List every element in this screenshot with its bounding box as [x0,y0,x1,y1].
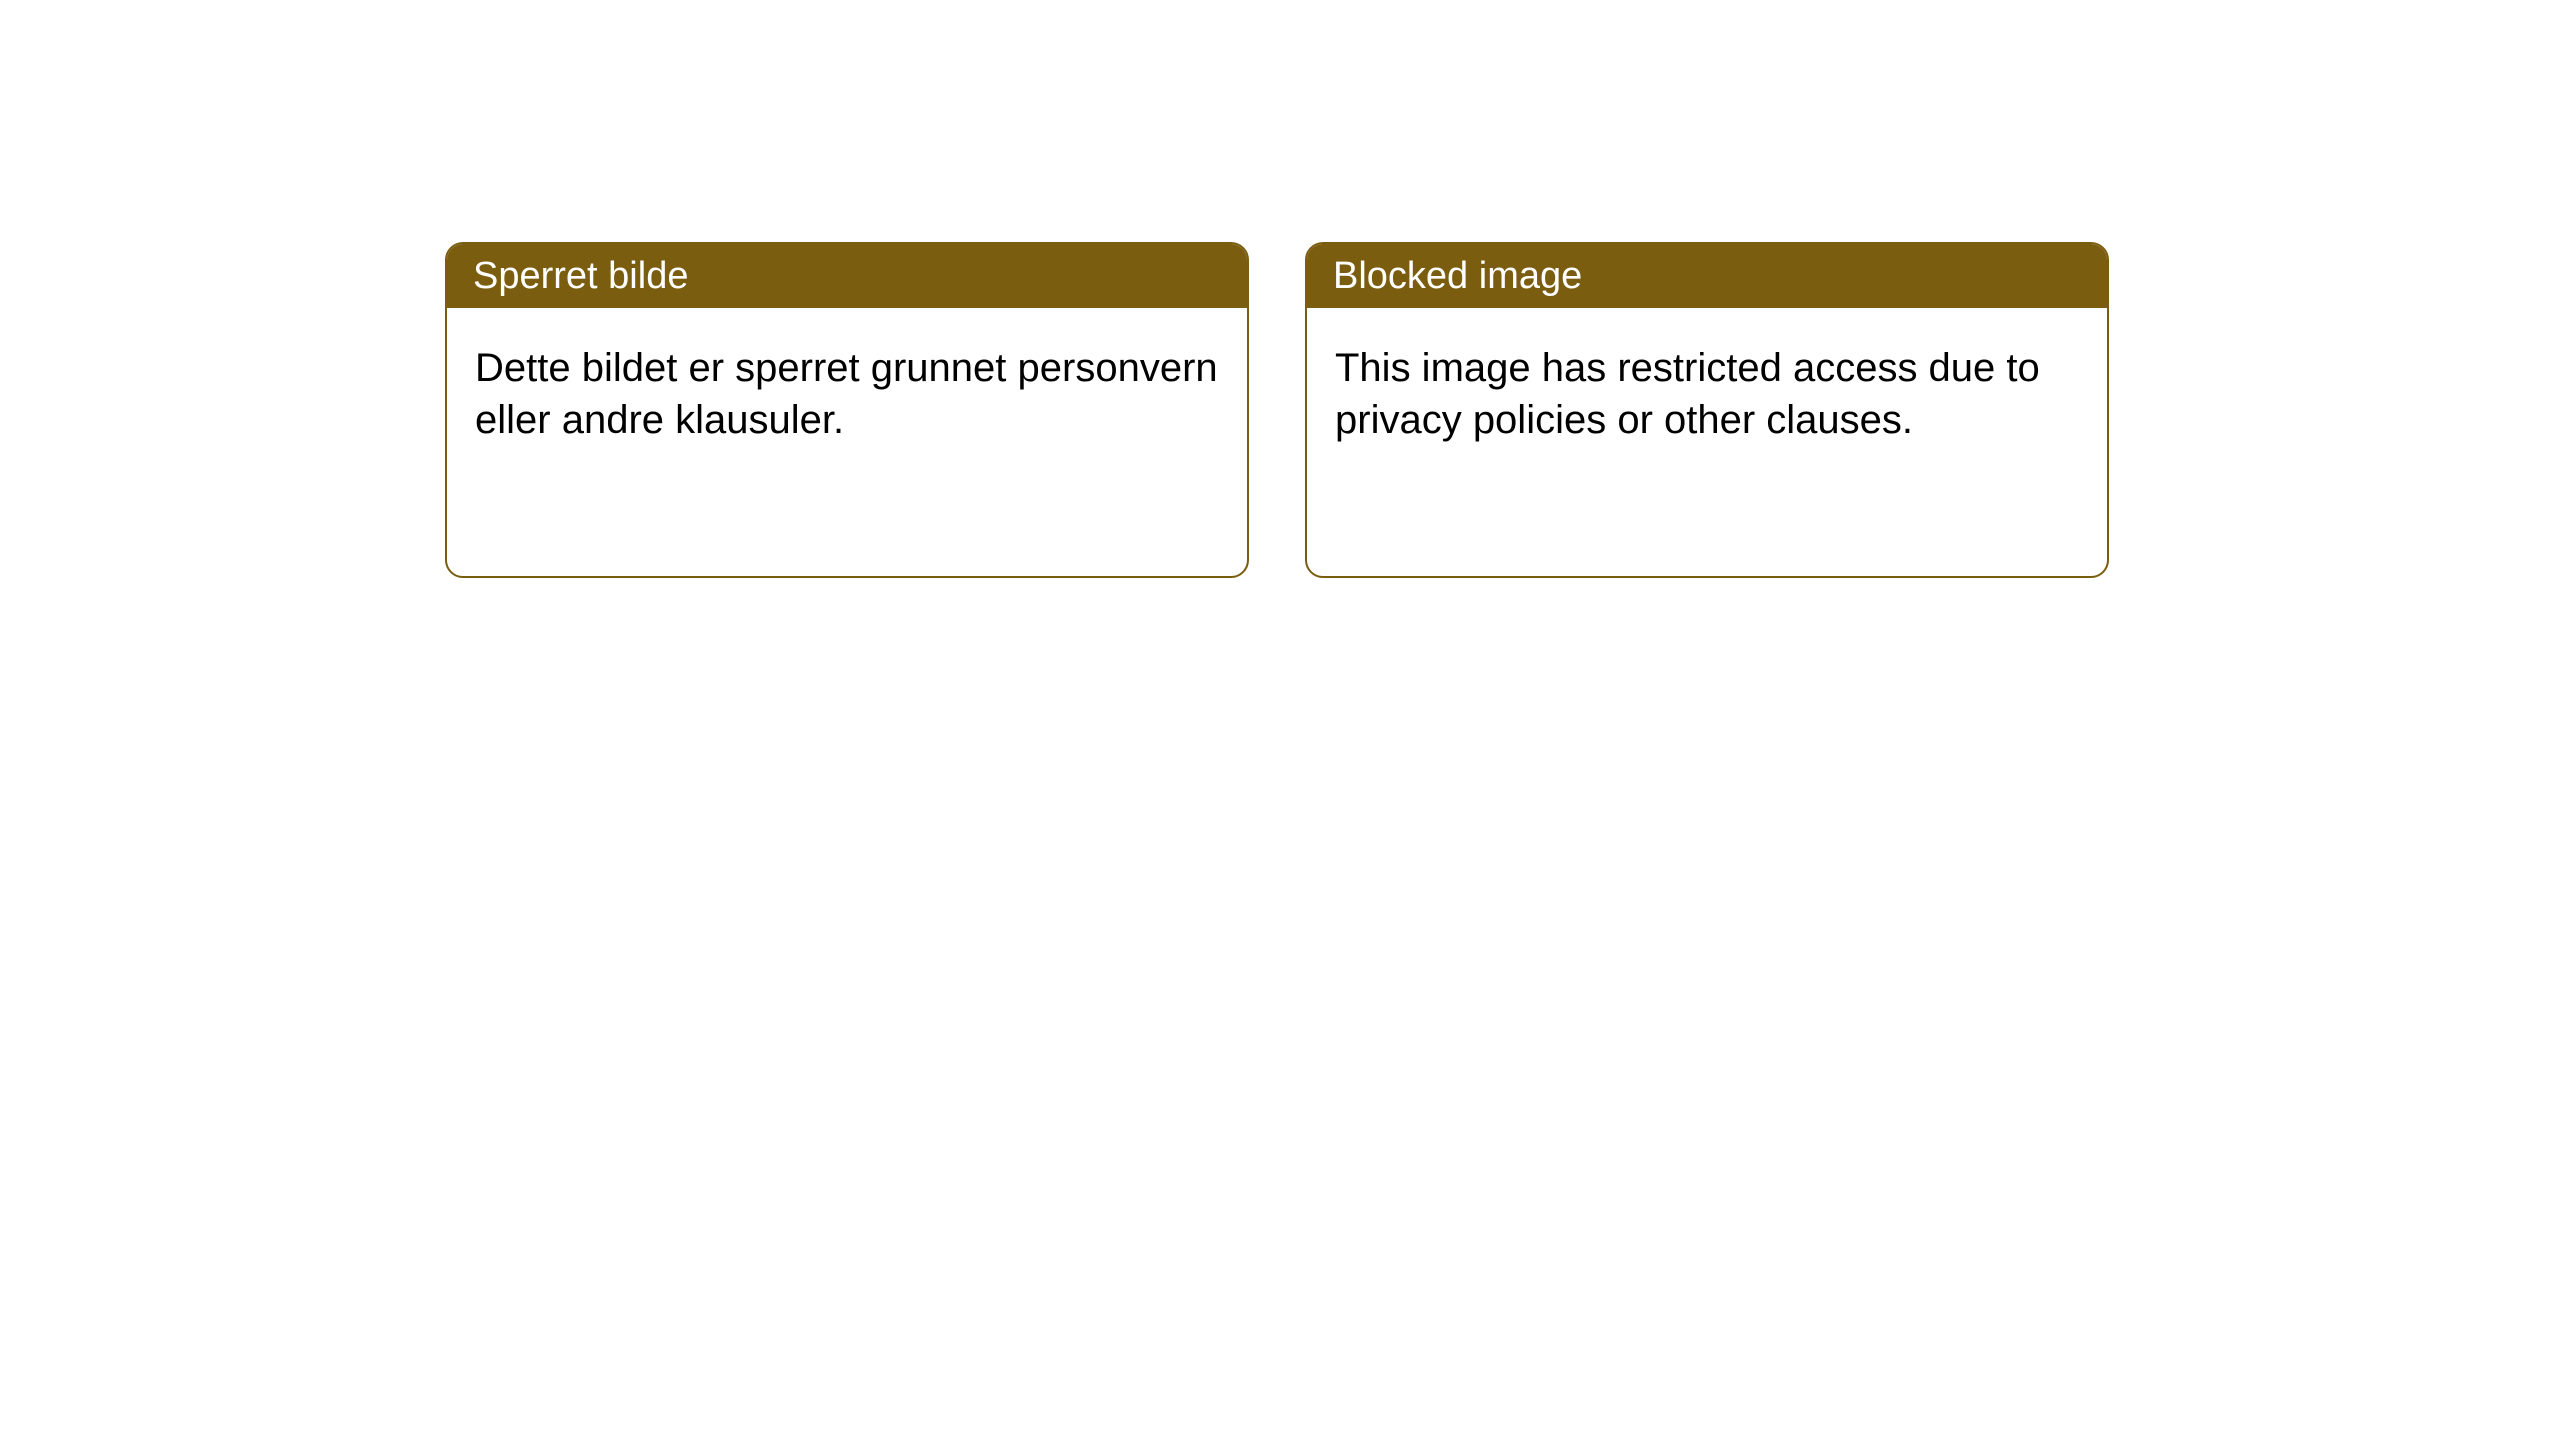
card-body-text-no: Dette bildet er sperret grunnet personve… [475,346,1218,442]
card-header-no: Sperret bilde [447,244,1247,308]
notice-cards-container: Sperret bilde Dette bildet er sperret gr… [445,242,2109,578]
card-body-text-en: This image has restricted access due to … [1335,346,2040,442]
notice-card-no: Sperret bilde Dette bildet er sperret gr… [445,242,1249,578]
card-title-en: Blocked image [1333,255,1582,298]
card-body-en: This image has restricted access due to … [1307,308,2107,480]
card-body-no: Dette bildet er sperret grunnet personve… [447,308,1247,480]
notice-card-en: Blocked image This image has restricted … [1305,242,2109,578]
card-header-en: Blocked image [1307,244,2107,308]
card-title-no: Sperret bilde [473,255,688,298]
